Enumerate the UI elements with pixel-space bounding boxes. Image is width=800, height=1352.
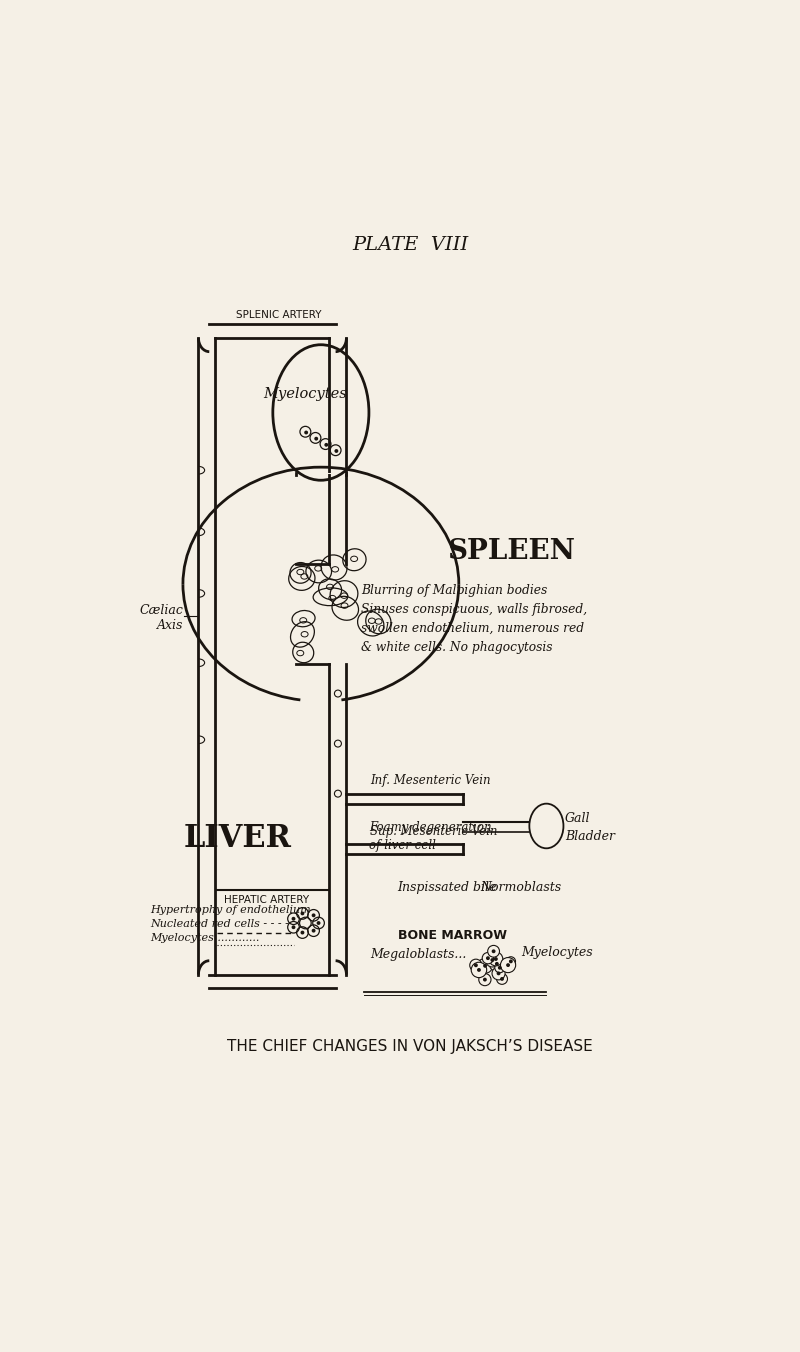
- Circle shape: [500, 977, 504, 980]
- Text: Inf. Mesenteric Vein: Inf. Mesenteric Vein: [370, 775, 490, 787]
- Circle shape: [301, 930, 304, 934]
- Circle shape: [489, 952, 502, 965]
- Circle shape: [486, 956, 490, 960]
- Circle shape: [494, 963, 505, 972]
- Circle shape: [477, 968, 481, 972]
- Text: Sup. Mesenteric Vein: Sup. Mesenteric Vein: [370, 825, 498, 838]
- Circle shape: [478, 959, 493, 973]
- Text: SPLENIC ARTERY: SPLENIC ARTERY: [236, 310, 322, 320]
- Circle shape: [492, 967, 505, 980]
- Circle shape: [497, 973, 507, 984]
- Circle shape: [482, 953, 494, 964]
- Circle shape: [470, 959, 482, 971]
- Circle shape: [490, 956, 505, 971]
- Text: Myelocytes: Myelocytes: [521, 946, 593, 959]
- Circle shape: [495, 961, 499, 965]
- Circle shape: [494, 957, 498, 961]
- Circle shape: [486, 953, 499, 967]
- Text: Hypertrophy of endothelium: Hypertrophy of endothelium: [150, 906, 311, 915]
- Text: Myelocytes: Myelocytes: [262, 387, 346, 402]
- Circle shape: [312, 914, 315, 917]
- Circle shape: [334, 449, 338, 453]
- Circle shape: [314, 437, 318, 441]
- Text: PLATE  VIII: PLATE VIII: [352, 237, 468, 254]
- Text: THE CHIEF CHANGES IN VON JAKSCH’S DISEASE: THE CHIEF CHANGES IN VON JAKSCH’S DISEAS…: [227, 1038, 593, 1053]
- Text: Myelocytes ............: Myelocytes ............: [150, 933, 260, 942]
- Circle shape: [317, 921, 321, 925]
- Circle shape: [490, 959, 494, 961]
- Circle shape: [483, 964, 487, 968]
- Circle shape: [324, 443, 328, 446]
- Text: Inspissated bile: Inspissated bile: [398, 880, 497, 894]
- Text: LIVER: LIVER: [183, 823, 291, 854]
- Circle shape: [506, 963, 510, 967]
- Circle shape: [304, 430, 308, 434]
- Text: HEPATIC ARTERY: HEPATIC ARTERY: [224, 895, 309, 906]
- Circle shape: [498, 965, 502, 969]
- Circle shape: [509, 960, 513, 963]
- Text: Normoblasts: Normoblasts: [480, 880, 561, 894]
- Text: Megaloblasts...: Megaloblasts...: [370, 948, 466, 961]
- Text: Cæliac
Axis: Cæliac Axis: [140, 604, 184, 633]
- Circle shape: [492, 949, 495, 953]
- Text: Gall
Bladder: Gall Bladder: [565, 813, 615, 844]
- Text: Blurring of Malpighian bodies
Sinuses conspicuous, walls fibrosed,
swollen endot: Blurring of Malpighian bodies Sinuses co…: [361, 584, 587, 654]
- Text: SPLEEN: SPLEEN: [447, 538, 575, 565]
- Circle shape: [478, 973, 491, 986]
- Ellipse shape: [530, 803, 563, 848]
- Circle shape: [483, 977, 487, 982]
- Text: Nucleated red cells - - - -: Nucleated red cells - - - -: [150, 919, 290, 929]
- Circle shape: [312, 929, 315, 933]
- Circle shape: [291, 917, 295, 921]
- Circle shape: [291, 925, 295, 929]
- Circle shape: [501, 957, 516, 972]
- Text: BONE MARROW: BONE MARROW: [398, 929, 507, 942]
- Text: Foamy degeneration
of liver cell: Foamy degeneration of liver cell: [369, 821, 491, 852]
- Circle shape: [506, 957, 515, 965]
- Circle shape: [497, 972, 501, 975]
- Circle shape: [301, 911, 304, 915]
- Circle shape: [474, 964, 478, 967]
- Circle shape: [488, 945, 499, 957]
- Circle shape: [471, 963, 486, 977]
